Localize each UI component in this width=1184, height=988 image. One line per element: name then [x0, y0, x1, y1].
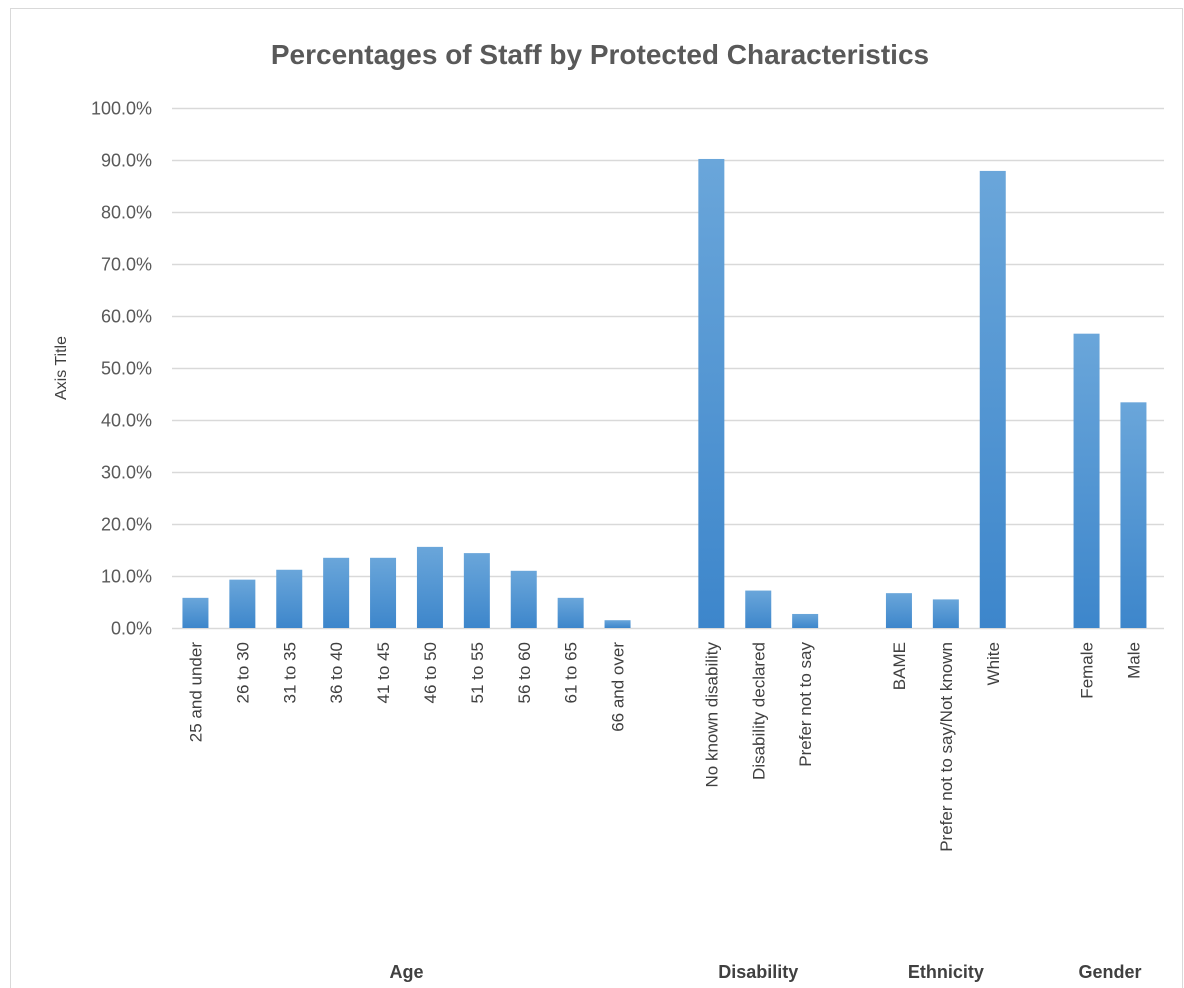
bar: [463, 553, 490, 628]
bar: [510, 570, 537, 628]
bar: [885, 593, 912, 628]
category-label: 36 to 40: [327, 642, 346, 703]
category-label: 31 to 35: [280, 642, 299, 703]
group-label: Disability: [718, 962, 798, 982]
category-label: 56 to 60: [515, 642, 534, 703]
category-label: 41 to 45: [374, 642, 393, 703]
bar: [745, 590, 772, 628]
group-labels: Age Disability Ethnicity Gender: [389, 962, 1141, 982]
category-label: Disability declared: [749, 642, 768, 780]
category-label: Male: [1124, 642, 1143, 679]
bar: [323, 557, 350, 628]
bar: [416, 546, 443, 628]
bar: [1120, 402, 1147, 628]
category-label: 61 to 65: [562, 642, 581, 703]
y-tick-label: 20.0%: [101, 515, 152, 535]
bar: [1073, 333, 1100, 628]
y-axis-title: Axis Title: [53, 336, 70, 400]
bar: [932, 599, 959, 628]
chart-title: Percentages of Staff by Protected Charac…: [271, 39, 929, 70]
y-tick-label: 60.0%: [101, 307, 152, 327]
bar: [276, 569, 303, 628]
y-tick-label: 100.0%: [91, 99, 152, 119]
category-label: Prefer not to say/Not known: [937, 642, 956, 852]
y-tick-label: 30.0%: [101, 463, 152, 483]
y-tick-label: 10.0%: [101, 567, 152, 587]
bars: [182, 158, 1147, 629]
category-label: White: [984, 642, 1003, 685]
y-tick-label: 90.0%: [101, 151, 152, 171]
category-label: 26 to 30: [233, 642, 252, 703]
y-tick-label: 50.0%: [101, 359, 152, 379]
category-label: 66 and over: [609, 642, 628, 732]
y-tick-label: 80.0%: [101, 203, 152, 223]
y-axis-ticks: 0.0% 10.0% 20.0% 30.0% 40.0% 50.0% 60.0% 70.0% 8…: [91, 99, 152, 639]
category-label: Prefer not to say: [796, 642, 815, 767]
category-label: 46 to 50: [421, 642, 440, 703]
bar: [557, 597, 584, 628]
category-label: Female: [1078, 642, 1097, 699]
y-tick-label: 40.0%: [101, 411, 152, 431]
bar: [229, 579, 256, 628]
bar: [792, 613, 819, 628]
category-label: 51 to 55: [468, 642, 487, 703]
group-label: Age: [389, 962, 423, 982]
bar: [979, 170, 1006, 629]
bar: [604, 620, 631, 628]
y-tick-label: 0.0%: [111, 619, 152, 639]
category-label: 25 and under: [186, 642, 205, 743]
chart-border: [10, 8, 1183, 988]
category-label: BAME: [890, 642, 909, 690]
group-label: Gender: [1078, 962, 1141, 982]
y-tick-label: 70.0%: [101, 255, 152, 275]
bar: [370, 557, 397, 628]
category-labels: 25 and under 26 to 30 31 to 35 36 to 40 41 t…: [186, 642, 1143, 852]
group-label: Ethnicity: [908, 962, 984, 982]
bar: [698, 158, 725, 628]
category-label: No known disability: [702, 642, 721, 788]
bar: [182, 597, 209, 628]
